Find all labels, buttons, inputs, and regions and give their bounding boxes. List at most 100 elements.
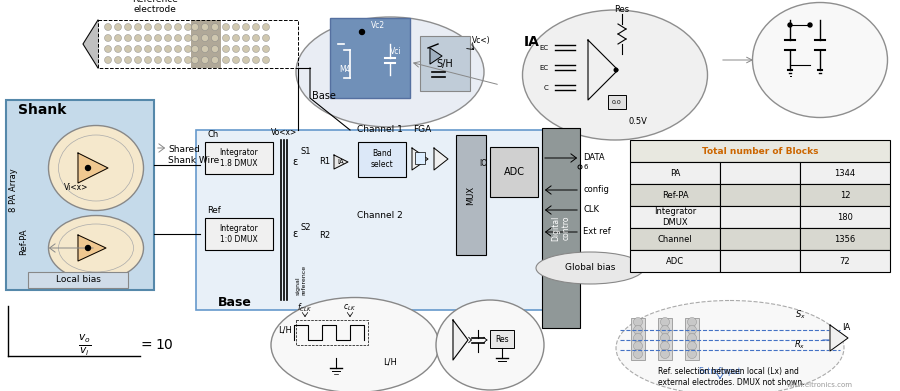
Circle shape	[86, 165, 91, 170]
Polygon shape	[83, 20, 98, 68]
Circle shape	[688, 350, 697, 359]
Circle shape	[165, 34, 172, 41]
Circle shape	[253, 23, 259, 30]
Polygon shape	[453, 320, 468, 360]
Text: Digital
contro: Digital contro	[552, 215, 571, 241]
Bar	[191, 20, 221, 68]
Circle shape	[253, 57, 259, 63]
Circle shape	[634, 334, 643, 343]
Bar	[800, 162, 890, 184]
Polygon shape	[434, 148, 448, 170]
Circle shape	[155, 23, 161, 30]
Text: S/H: S/H	[436, 59, 454, 69]
Ellipse shape	[296, 17, 484, 127]
Circle shape	[634, 325, 643, 334]
Text: Shank: Shank	[18, 103, 67, 117]
Polygon shape	[78, 153, 108, 183]
Circle shape	[232, 23, 239, 30]
Text: IA: IA	[842, 323, 850, 332]
Bar	[490, 330, 514, 348]
Text: ε: ε	[292, 229, 297, 239]
Circle shape	[165, 23, 172, 30]
Circle shape	[212, 23, 219, 30]
Text: www.eltronics.com: www.eltronics.com	[787, 382, 853, 388]
Text: S1: S1	[301, 147, 311, 156]
Text: 6: 6	[583, 164, 588, 170]
Circle shape	[165, 57, 172, 63]
Circle shape	[222, 34, 230, 41]
Text: S2: S2	[301, 224, 311, 233]
Circle shape	[134, 45, 141, 52]
Bar	[720, 206, 800, 228]
Bar	[456, 135, 486, 255]
Circle shape	[104, 34, 112, 41]
Bar	[630, 140, 890, 162]
Bar	[415, 152, 425, 164]
Text: Base: Base	[218, 296, 252, 308]
Circle shape	[232, 57, 239, 63]
Text: Shared
Shank Wire: Shared Shank Wire	[168, 145, 220, 165]
Circle shape	[634, 341, 643, 350]
Text: $S_x$: $S_x$	[795, 309, 806, 321]
Circle shape	[175, 23, 182, 30]
Text: Global bias: Global bias	[565, 264, 616, 273]
Circle shape	[192, 45, 199, 52]
Circle shape	[145, 23, 151, 30]
Circle shape	[124, 23, 131, 30]
Bar	[685, 318, 699, 360]
Bar	[720, 250, 800, 272]
Text: Channel 2: Channel 2	[357, 211, 403, 220]
Circle shape	[114, 23, 122, 30]
Text: ε: ε	[292, 157, 297, 167]
Text: DATA: DATA	[583, 154, 605, 163]
Text: Local bias: Local bias	[56, 276, 101, 285]
Bar	[800, 250, 890, 272]
Bar	[630, 162, 720, 184]
Ellipse shape	[616, 301, 844, 391]
Circle shape	[232, 45, 239, 52]
Text: 180: 180	[837, 212, 853, 221]
Text: 0.5V: 0.5V	[628, 118, 647, 127]
Bar	[608, 95, 626, 109]
Polygon shape	[588, 40, 618, 100]
Text: $= 10$: $= 10$	[138, 338, 174, 352]
Text: Vci: Vci	[390, 47, 401, 57]
Text: config: config	[583, 185, 609, 194]
Polygon shape	[78, 235, 106, 261]
Circle shape	[634, 350, 643, 359]
Text: Reference
electrode: Reference electrode	[132, 0, 178, 14]
Ellipse shape	[752, 2, 887, 118]
Ellipse shape	[49, 215, 143, 280]
Polygon shape	[830, 325, 848, 351]
Circle shape	[263, 57, 269, 63]
Circle shape	[263, 45, 269, 52]
Text: IO: IO	[479, 158, 487, 167]
Text: IA: IA	[524, 35, 540, 49]
Circle shape	[124, 45, 131, 52]
Bar	[800, 184, 890, 206]
Circle shape	[86, 246, 91, 251]
Circle shape	[165, 45, 172, 52]
Circle shape	[192, 34, 199, 41]
Circle shape	[192, 23, 199, 30]
Text: PA: PA	[670, 169, 680, 178]
Text: Total number of Blocks: Total number of Blocks	[702, 147, 818, 156]
Circle shape	[688, 317, 697, 326]
Text: 12: 12	[840, 190, 850, 199]
Circle shape	[212, 45, 219, 52]
Circle shape	[212, 34, 219, 41]
Text: Vc<): Vc<)	[472, 36, 491, 45]
Bar	[490, 147, 538, 197]
Circle shape	[184, 45, 192, 52]
Circle shape	[104, 45, 112, 52]
Circle shape	[634, 317, 643, 326]
Circle shape	[253, 45, 259, 52]
Bar	[630, 228, 720, 250]
Text: Extrefinput: Extrefinput	[698, 368, 742, 377]
Text: M4: M4	[339, 66, 351, 75]
Bar	[630, 250, 720, 272]
Polygon shape	[412, 148, 428, 170]
Bar	[720, 228, 800, 250]
Text: Integrator
1.8 DMUX: Integrator 1.8 DMUX	[220, 148, 258, 168]
Text: signal
reference: signal reference	[296, 265, 307, 295]
